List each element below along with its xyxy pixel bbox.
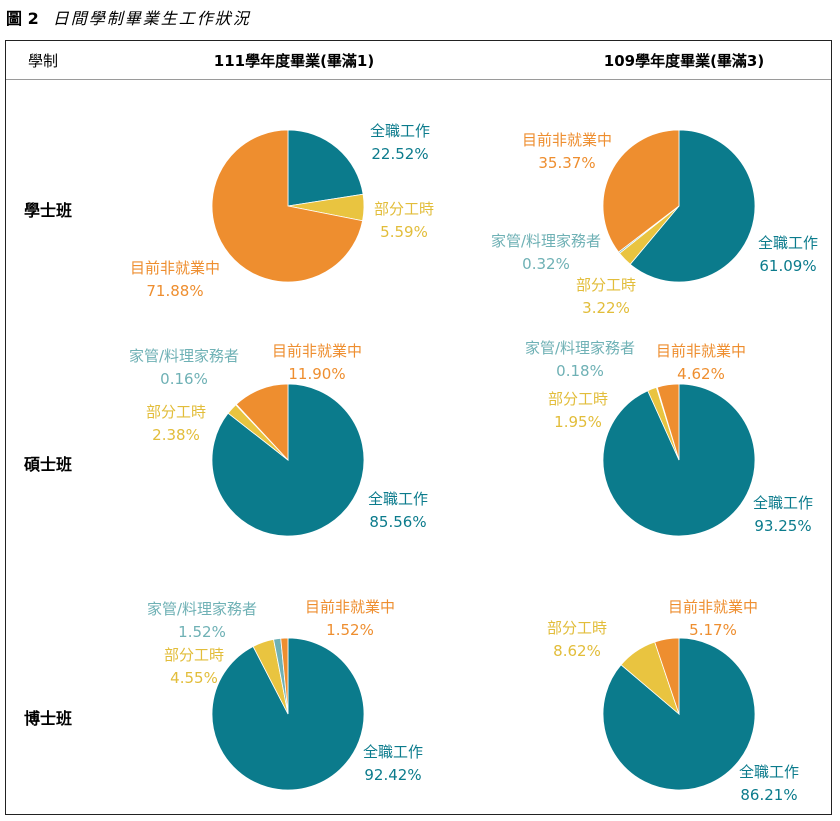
pie-chart: 全職工作 92.42% 部分工時 4.55% 家管/料理家務者 1.52% 目前非就業中 1.… (147, 598, 423, 791)
slice-value-not-employed: 11.90% (288, 365, 345, 383)
slice-value-homemaker: 0.32% (522, 255, 570, 273)
slice-label-full-time: 全職工作 (753, 494, 813, 512)
slice-label-full-time: 全職工作 (363, 743, 423, 761)
row-label-doctoral: 博士班 (24, 709, 73, 728)
chart-table-frame: 學制 111學年度畢業(畢滿1) 109學年度畢業(畢滿3) 學士班 碩士班 博… (5, 40, 832, 815)
slice-value-part-time: 2.38% (152, 426, 200, 444)
row-label-master: 碩士班 (24, 455, 73, 474)
slice-value-part-time: 5.59% (380, 223, 428, 241)
pie-chart: 全職工作 93.25% 部分工時 1.95% 家管/料理家務者 0.18% 目前非就業中 4.… (525, 339, 813, 537)
pie-slice-not-employed (235, 383, 289, 462)
slice-label-not-employed: 目前非就業中 (272, 342, 362, 360)
slice-label-not-employed: 目前非就業中 (305, 598, 395, 616)
pie-slice-not-employed (656, 383, 680, 461)
pie-slice-full-time (629, 129, 756, 283)
slice-value-not-employed: 1.52% (326, 621, 374, 639)
slice-label-not-employed: 目前非就業中 (130, 259, 220, 277)
row-label-bachelor: 學士班 (24, 201, 73, 220)
pie-slice-not-employed (280, 637, 289, 715)
figure-title: 日間學制畢業生工作狀況 (52, 9, 251, 28)
slice-label-homemaker: 家管/料理家務者 (129, 347, 239, 365)
slice-value-part-time: 1.95% (554, 413, 602, 431)
pie-chart: 全職工作 85.56% 部分工時 2.38% 家管/料理家務者 0.16% 目前非就業中 11… (129, 342, 428, 537)
slice-value-not-employed: 71.88% (146, 282, 203, 300)
slice-label-full-time: 全職工作 (739, 763, 799, 781)
pie-slice-full-time (287, 129, 364, 207)
slice-value-full-time: 22.52% (371, 145, 428, 163)
slice-label-part-time: 部分工時 (374, 200, 434, 218)
slice-label-full-time: 全職工作 (758, 234, 818, 252)
slice-value-not-employed: 35.37% (538, 154, 595, 172)
slice-value-full-time: 92.42% (364, 766, 421, 784)
slice-label-part-time: 部分工時 (164, 646, 224, 664)
slice-value-full-time: 93.25% (754, 517, 811, 535)
pie-slice-not-employed (654, 637, 680, 715)
slice-label-part-time: 部分工時 (146, 403, 206, 421)
slice-label-full-time: 全職工作 (368, 490, 428, 508)
slice-value-homemaker: 1.52% (178, 623, 226, 641)
slice-label-homemaker: 家管/料理家務者 (491, 232, 601, 250)
slice-value-part-time: 3.22% (582, 299, 630, 317)
slice-value-part-time: 4.55% (170, 669, 218, 687)
pie-slice-not-employed (602, 129, 680, 253)
pie-slice-not-employed (211, 129, 364, 283)
header-divider (6, 79, 831, 80)
slice-label-not-employed: 目前非就業中 (656, 342, 746, 360)
pie-chart: 全職工作 61.09% 部分工時 3.22% 家管/料理家務者 0.32% 目前非就業中 35… (491, 129, 818, 317)
header-column-111: 111學年度畢業(畢滿1) (213, 51, 375, 70)
slice-label-not-employed: 目前非就業中 (522, 131, 612, 149)
header-column-109: 109學年度畢業(畢滿3) (603, 51, 765, 70)
figure-caption: 圖 2 日間學制畢業生工作狀況 (6, 4, 251, 30)
slice-value-homemaker: 0.18% (556, 362, 604, 380)
slice-label-part-time: 部分工時 (548, 390, 608, 408)
slice-value-part-time: 8.62% (553, 642, 601, 660)
slice-value-not-employed: 4.62% (677, 365, 725, 383)
slice-label-full-time: 全職工作 (370, 122, 430, 140)
slice-value-full-time: 85.56% (369, 513, 426, 531)
slice-value-full-time: 86.21% (740, 786, 797, 804)
figure-number: 圖 2 (6, 9, 39, 28)
slice-value-homemaker: 0.16% (160, 370, 208, 388)
pie-chart: 全職工作 22.52% 部分工時 5.59% 目前非就業中 71.88% (130, 122, 434, 300)
slice-label-part-time: 部分工時 (576, 276, 636, 294)
header-system-label: 學制 (28, 51, 59, 70)
slice-value-not-employed: 5.17% (689, 621, 737, 639)
slice-value-full-time: 61.09% (759, 257, 816, 275)
slice-label-homemaker: 家管/料理家務者 (147, 600, 257, 618)
slice-label-part-time: 部分工時 (547, 619, 607, 637)
slice-label-not-employed: 目前非就業中 (668, 598, 758, 616)
slice-label-homemaker: 家管/料理家務者 (525, 339, 635, 357)
pie-chart: 全職工作 86.21% 部分工時 8.62% 目前非就業中 5.17% (547, 598, 799, 804)
